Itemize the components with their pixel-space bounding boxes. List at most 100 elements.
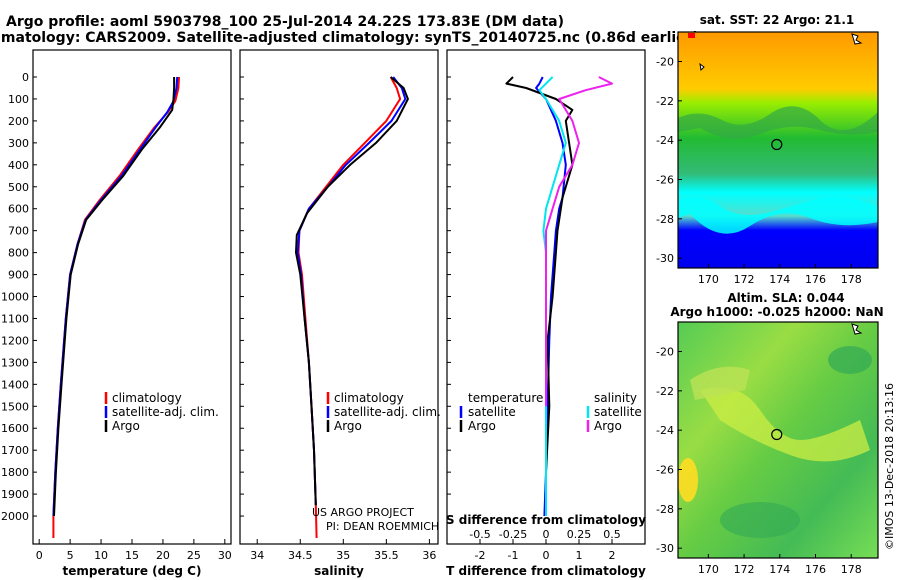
s-diff-tick-label: 0.5 xyxy=(603,528,621,541)
depth-axis: 0 100 200 300 400 500 600 700 800 900 1000 1100 1200… xyxy=(1,71,451,523)
map-x-tick-label: 176 xyxy=(805,563,826,576)
legend-t-satellite: satellite xyxy=(468,405,516,419)
depth-tick-label: 700 xyxy=(8,225,29,238)
series-line-t-satellite xyxy=(535,76,567,517)
legend-argo: Argo xyxy=(334,419,362,433)
map-x-tick-label: 172 xyxy=(734,563,755,576)
depth-tick-label: 1700 xyxy=(1,444,29,457)
depth-tick-label: 1500 xyxy=(1,400,29,413)
sla-map-axes: 170 172 174 176 178 -20 -22 -24 -26 -28 -30 xyxy=(656,346,862,577)
difference-xlabel: T difference from climatology xyxy=(446,564,646,578)
series-line-s-argo xyxy=(545,76,613,407)
sla-map: 170 172 174 176 178 -20 -22 -24 -26 -28 -30 xyxy=(656,321,879,577)
depth-tick-label: 100 xyxy=(8,93,29,106)
map-x-tick-label: 170 xyxy=(698,563,719,576)
x-tick-label: 35 xyxy=(336,549,350,562)
x-tick-label: 10 xyxy=(94,549,108,562)
sla-map-title: Altim. SLA: 0.044 xyxy=(727,291,844,305)
x-tick-label: 34.5 xyxy=(288,549,313,562)
temperature-xlabel: temperature (deg C) xyxy=(63,564,202,578)
sla-high-anomaly xyxy=(678,458,698,502)
x-tick-label: 20 xyxy=(156,549,170,562)
depth-tick-label: 600 xyxy=(8,203,29,216)
map-y-tick-label: -28 xyxy=(656,213,674,226)
salinity-plot-frame xyxy=(239,49,439,545)
sla-low-anomaly xyxy=(828,346,872,374)
legend-climatology: climatology xyxy=(334,391,404,405)
depth-tick-label: 1000 xyxy=(1,291,29,304)
depth-tick-label: 1900 xyxy=(1,488,29,501)
map-x-tick-label: 178 xyxy=(841,563,862,576)
map-y-tick-label: -28 xyxy=(656,503,674,516)
sst-map-title: sat. SST: 22 Argo: 21.1 xyxy=(700,13,854,27)
series-line-satellite-adj-clim- xyxy=(52,76,179,517)
legend-s-argo: Argo xyxy=(594,419,622,433)
imos-credit: ©IMOS 13-Dec-2018 20:13:16 xyxy=(883,383,896,550)
island-outline xyxy=(699,62,705,72)
legend-salinity-title: salinity xyxy=(594,391,637,405)
depth-tick-label: 0 xyxy=(22,71,29,84)
s-diff-tick-label: -0.5 xyxy=(469,528,490,541)
temperature-legend: climatology satellite-adj. clim. Argo xyxy=(104,391,219,433)
map-x-tick-label: 176 xyxy=(805,273,826,286)
sst-map: 170 172 174 176 178 -20 -22 -24 -26 -28 -30 xyxy=(656,31,879,287)
depth-tick-label: 2000 xyxy=(1,510,29,523)
figure-title-line1: Argo profile: aoml 5903798_100 25-Jul-20… xyxy=(6,14,564,30)
x-tick-label: 30 xyxy=(218,549,232,562)
argo-location-marker xyxy=(771,428,783,441)
legend-temperature-title: temperature xyxy=(468,391,543,405)
sst-map-axes: 170 172 174 176 178 -20 -22 -24 -26 -28 -30 xyxy=(656,56,862,287)
s-diff-tick-label: -0.25 xyxy=(499,528,527,541)
map-x-tick-label: 170 xyxy=(698,273,719,286)
salinity-xlabel: salinity xyxy=(314,564,364,578)
legend-t-argo: Argo xyxy=(468,419,496,433)
sst-map-frame xyxy=(677,31,879,269)
map-y-tick-label: -26 xyxy=(656,174,674,187)
depth-tick-label: 800 xyxy=(8,247,29,260)
salinity-plot: 34 34.5 35 35.5 36 xyxy=(250,76,436,562)
map-y-tick-label: -30 xyxy=(656,542,674,555)
map-y-tick-label: -22 xyxy=(656,385,674,398)
figure-title-line2: Climatology: CARS2009. Satellite-adjuste… xyxy=(0,30,699,46)
depth-tick-label: 1800 xyxy=(1,466,29,479)
sst-field xyxy=(678,32,878,268)
depth-tick-label: 500 xyxy=(8,181,29,194)
map-y-tick-label: -20 xyxy=(656,346,674,359)
x-tick-label: -2 xyxy=(475,549,486,562)
x-tick-label: 34 xyxy=(250,549,264,562)
map-y-tick-label: -24 xyxy=(656,134,674,147)
s-diff-tick-label: 0.25 xyxy=(567,528,592,541)
sst-warm-patch xyxy=(688,33,695,38)
map-x-tick-label: 174 xyxy=(769,273,790,286)
x-tick-label: 0 xyxy=(36,549,43,562)
map-x-tick-label: 174 xyxy=(769,563,790,576)
sla-map-subtitle: Argo h1000: -0.025 h2000: NaN xyxy=(670,305,883,319)
difference-legend-salinity: salinity satellite Argo xyxy=(586,391,642,433)
x-tick-label: 35.5 xyxy=(374,549,399,562)
depth-tick-label: 1600 xyxy=(1,422,29,435)
map-x-tick-label: 178 xyxy=(841,273,862,286)
island-outline xyxy=(851,323,863,335)
legend-climatology: climatology xyxy=(112,391,182,405)
depth-tick-label: 1200 xyxy=(1,334,29,347)
s-diff-tick-label: 0 xyxy=(543,528,550,541)
map-y-tick-label: -30 xyxy=(656,252,674,265)
x-tick-label: 36 xyxy=(422,549,436,562)
difference-legend-temperature: temperature satellite Argo xyxy=(459,391,543,433)
series-line-climatology xyxy=(52,76,180,538)
x-tick-label: 2 xyxy=(609,549,616,562)
legend-satellite: satellite-adj. clim. xyxy=(112,405,219,419)
temperature-plot-frame xyxy=(32,49,232,545)
depth-tick-label: 1300 xyxy=(1,356,29,369)
difference-plot: -2 -1 0 1 2 -0.5 -0.25 0 0.25 0.5 xyxy=(469,76,621,562)
depth-tick-label: 1100 xyxy=(1,312,29,325)
legend-s-satellite: satellite xyxy=(594,405,642,419)
depth-tick-label: 200 xyxy=(8,115,29,128)
temperature-plot: 0 5 10 15 20 25 30 xyxy=(36,76,232,562)
legend-satellite: satellite-adj. clim. xyxy=(334,405,441,419)
sla-high-anomaly xyxy=(700,387,870,462)
sla-high-anomaly xyxy=(690,366,750,400)
sla-map-frame xyxy=(677,321,879,559)
sla-low-anomaly xyxy=(720,502,800,538)
